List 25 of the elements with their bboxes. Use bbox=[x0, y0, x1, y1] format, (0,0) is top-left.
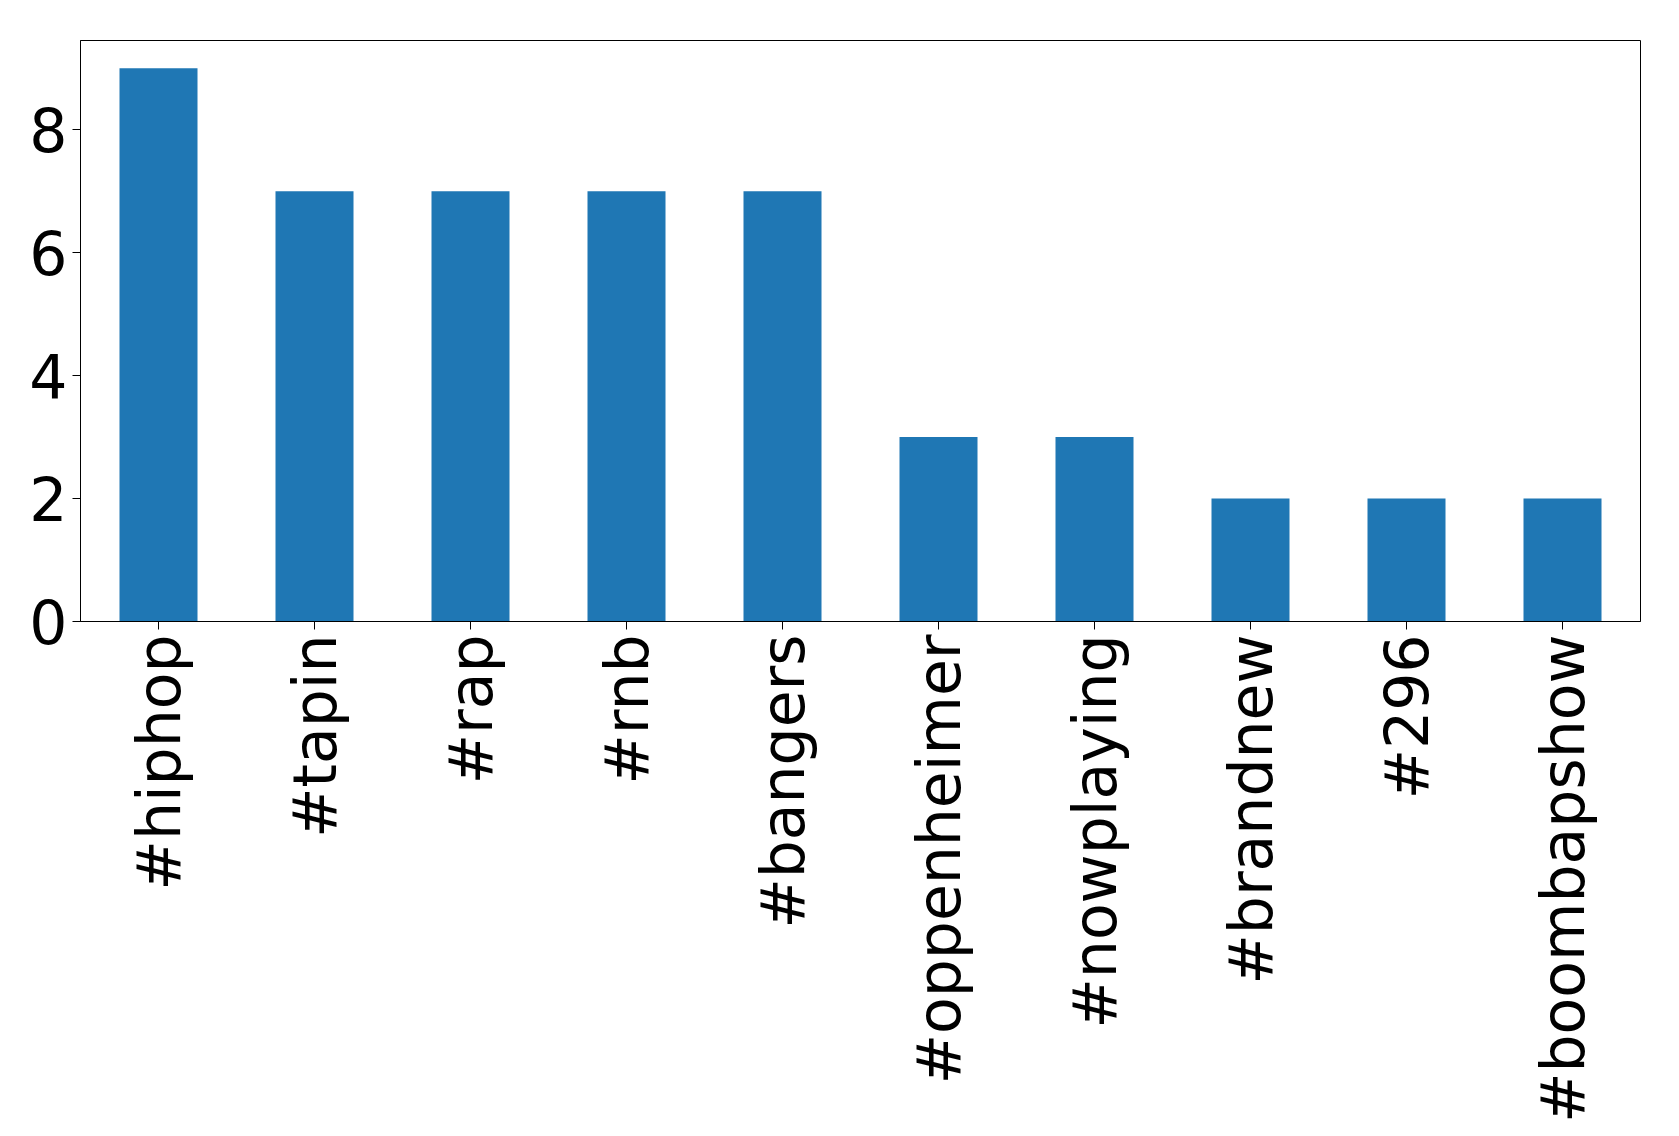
bar bbox=[1211, 498, 1290, 622]
bar bbox=[1055, 437, 1134, 622]
bar bbox=[1523, 498, 1602, 622]
x-tick-label: #bangers bbox=[747, 634, 818, 929]
bar bbox=[899, 437, 978, 622]
x-tick-label: #boombapshow bbox=[1527, 634, 1598, 1123]
bar bbox=[275, 191, 354, 622]
bar bbox=[431, 191, 510, 622]
y-tick-label: 2 bbox=[29, 465, 68, 536]
x-tick-label: #rap bbox=[435, 634, 506, 785]
y-tick-label: 6 bbox=[29, 219, 68, 290]
x-tick-label: #brandnew bbox=[1215, 634, 1286, 985]
bar bbox=[1367, 498, 1446, 622]
x-tick-label: #oppenheimer bbox=[903, 634, 974, 1085]
x-tick-label: #rnb bbox=[591, 634, 662, 785]
y-tick-label: 0 bbox=[29, 588, 68, 658]
bar bbox=[587, 191, 666, 622]
x-tick-label: #nowplaying bbox=[1059, 634, 1130, 1029]
bar bbox=[743, 191, 822, 622]
x-tick-label: #hiphop bbox=[123, 634, 194, 891]
bar bbox=[119, 68, 198, 622]
x-tick-label: #tapin bbox=[279, 634, 350, 838]
y-tick-label: 4 bbox=[29, 342, 68, 413]
x-tick-label: #296 bbox=[1371, 634, 1442, 800]
y-tick-label: 8 bbox=[29, 96, 68, 167]
